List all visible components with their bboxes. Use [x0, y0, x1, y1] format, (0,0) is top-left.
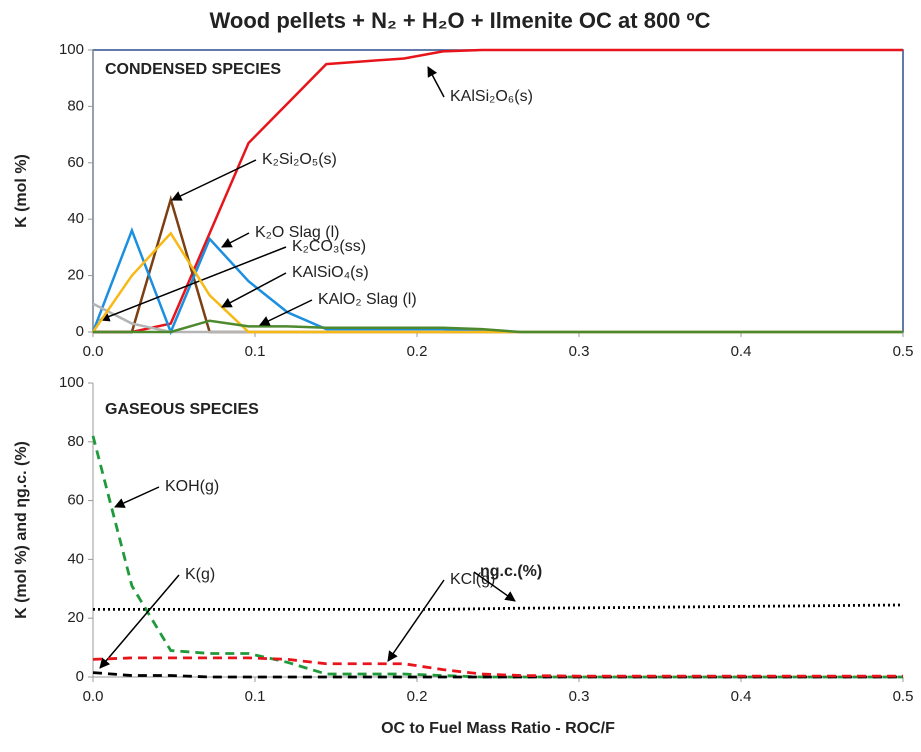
- y-tick-label: 20: [67, 609, 84, 626]
- panel-annotation: GASEOUS SPECIES: [105, 401, 259, 418]
- series-line: [91, 231, 903, 334]
- x-tick-label: 0.4: [731, 343, 752, 360]
- series-label: K₂O Slag (l): [255, 224, 339, 241]
- y-tick-label: 0: [76, 668, 84, 685]
- series-line: [93, 603, 904, 611]
- series-label: K₂Si₂O₅(s): [262, 151, 337, 168]
- y-tick-label: 0: [76, 323, 84, 340]
- series-line: [91, 226, 903, 336]
- y-axis-label: K (mol %) and ηg.c. (%): [13, 441, 30, 619]
- x-tick-label: 0.1: [245, 688, 266, 705]
- panel-annotation: CONDENSED SPECIES: [105, 61, 281, 78]
- label-arrow: [114, 486, 160, 508]
- series-line: [93, 48, 903, 334]
- x-tick-label: 0.4: [731, 688, 752, 705]
- label-arrow: [387, 579, 445, 662]
- chart-title: Wood pellets + N₂ + H₂O + Ilmenite OC at…: [210, 8, 711, 33]
- label-arrow: [473, 571, 516, 602]
- series-label: KCl(g): [450, 571, 495, 588]
- y-axis-label: K (mol %): [13, 154, 30, 228]
- series-label: KAlSi₂O₆(s): [450, 88, 533, 105]
- x-tick-label: 0.3: [569, 343, 590, 360]
- label-arrow: [221, 272, 287, 308]
- y-tick-label: 80: [67, 433, 84, 450]
- label-arrow: [221, 232, 250, 248]
- x-tick-label: 0.0: [83, 688, 104, 705]
- series-label: ηg.c.(%): [480, 563, 542, 580]
- x-tick-label: 0.0: [83, 343, 104, 360]
- x-tick-label: 0.5: [893, 688, 914, 705]
- x-tick-label: 0.3: [569, 688, 590, 705]
- x-axis-label: OC to Fuel Mass Ratio - ROC/F: [381, 720, 615, 737]
- label-arrow: [259, 299, 313, 326]
- series-label: KAlO₂ Slag (l): [318, 291, 417, 308]
- y-tick-label: 60: [67, 154, 84, 171]
- x-tick-label: 0.2: [407, 688, 428, 705]
- x-tick-label: 0.1: [245, 343, 266, 360]
- x-tick-label: 0.5: [893, 343, 914, 360]
- x-tick-label: 0.2: [407, 343, 428, 360]
- series-label: K(g): [185, 566, 215, 583]
- series-line: [93, 319, 903, 334]
- series-label: KOH(g): [165, 478, 219, 495]
- y-tick-label: 40: [67, 210, 84, 227]
- label-arrow: [99, 246, 287, 322]
- y-tick-label: 100: [59, 374, 84, 391]
- y-tick-label: 20: [67, 267, 84, 284]
- label-arrow: [427, 66, 445, 98]
- y-tick-label: 80: [67, 97, 84, 114]
- series-line: [92, 656, 903, 678]
- series-line: [91, 435, 903, 679]
- label-arrow: [99, 574, 180, 669]
- series-label: KAlSiO₄(s): [292, 264, 369, 281]
- y-tick-label: 40: [67, 550, 84, 567]
- series-line: [92, 302, 903, 334]
- label-arrow: [171, 159, 257, 201]
- y-tick-label: 60: [67, 492, 84, 509]
- y-tick-label: 100: [59, 41, 84, 58]
- series-label: K₂CO₃(ss): [292, 238, 366, 255]
